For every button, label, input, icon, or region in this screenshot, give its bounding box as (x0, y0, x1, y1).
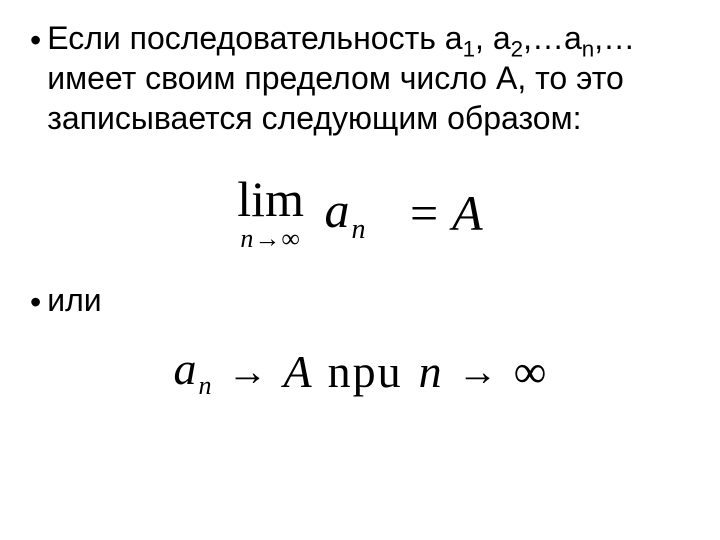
arrow-icon: → (458, 348, 498, 395)
bullet-marker: • (30, 282, 41, 322)
text-fragment: Если последовательность a (47, 20, 462, 56)
pri-text: npu (328, 345, 403, 398)
subscript-2: 2 (511, 36, 523, 61)
formula-arrow-notation: an → A npu n → ∞ (30, 342, 690, 401)
sequence-term: an (324, 181, 365, 246)
an-term: an (174, 342, 212, 401)
equals-sign: = (410, 185, 438, 241)
equals-A: =A (396, 184, 483, 242)
formula-limit: lim n→∞ an =A (30, 174, 690, 252)
lim-operator: lim n→∞ (237, 174, 304, 252)
infinity-symbol: ∞ (514, 345, 547, 398)
limit-value-A: A (452, 185, 483, 241)
bullet-item-1: • Если последовательность a1, a2,…an,… и… (30, 18, 690, 138)
bullet-marker: • (30, 20, 41, 60)
text-fragment: , a (475, 20, 511, 56)
arrow-icon: → (228, 348, 268, 395)
a-var: a (324, 182, 349, 238)
lim-sub-arrow: → (254, 224, 281, 253)
text-fragment: ,…a (523, 20, 582, 56)
lim-sub-inf: ∞ (281, 224, 301, 253)
lim-subscript: n→∞ (237, 226, 304, 252)
a-sub: n (351, 214, 365, 245)
bullet-2-text: или (47, 280, 101, 320)
n-var: n (419, 345, 442, 398)
slide: • Если последовательность a1, a2,…an,… и… (0, 0, 720, 540)
a-var: a (174, 343, 197, 394)
a-sub: n (199, 371, 212, 400)
bullet-item-2: • или (30, 280, 690, 322)
limit-value-A: A (284, 345, 312, 398)
subscript-n: n (582, 36, 594, 61)
lim-sub-n: n (240, 224, 254, 253)
bullet-1-text: Если последовательность a1, a2,…an,… име… (47, 18, 690, 138)
lim-text: lim (237, 174, 304, 224)
subscript-1: 1 (463, 36, 475, 61)
